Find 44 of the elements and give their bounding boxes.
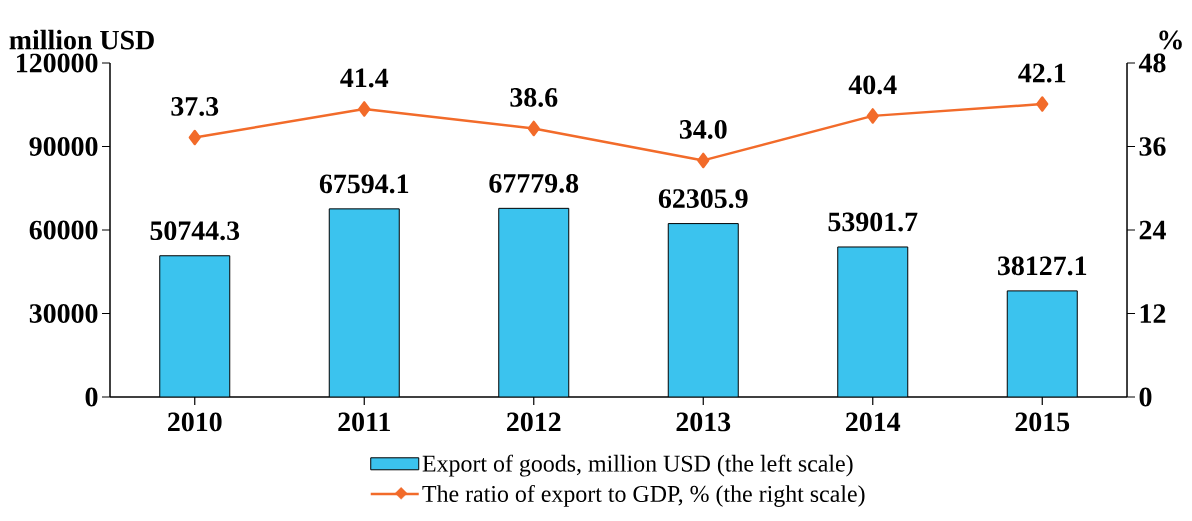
y-tick-label: 30000 xyxy=(29,304,98,323)
point xyxy=(697,152,710,169)
y2-axis-title: % xyxy=(1159,30,1182,50)
y-tick-label: 120000 xyxy=(17,53,98,73)
data-label: 38.6 xyxy=(510,87,558,107)
data-label: 41.4 xyxy=(340,68,389,88)
y-axis-title: million USD xyxy=(9,29,154,50)
point xyxy=(358,101,371,117)
legend-label: Export of goods, million USD (the left scale) xyxy=(422,454,853,477)
bar xyxy=(1006,290,1078,397)
data-label: 34.0 xyxy=(679,119,727,139)
y2-tick-label: 0 xyxy=(1139,387,1152,407)
x-tick-label: 2013 xyxy=(676,412,731,432)
x-tick-label: 2014 xyxy=(846,412,901,432)
data-label: 53901.7 xyxy=(828,212,918,232)
data-label: 67594.1 xyxy=(319,174,409,194)
data-label: 40.4 xyxy=(848,75,897,95)
x-tick-label: 2012 xyxy=(507,412,561,432)
data-label: 37.3 xyxy=(171,97,219,116)
point xyxy=(188,129,201,146)
bar xyxy=(328,208,400,397)
bar xyxy=(837,246,909,397)
y-tick-label: 0 xyxy=(85,387,98,407)
point xyxy=(527,120,540,137)
y2-tick-label: 36 xyxy=(1139,137,1166,156)
y-tick-label: 90000 xyxy=(29,137,98,156)
data-label: 42.1 xyxy=(1018,63,1066,83)
bar xyxy=(498,207,570,397)
x-tick-label: 2015 xyxy=(1015,412,1070,432)
data-label: 38127.1 xyxy=(997,256,1087,276)
data-label: 50744.3 xyxy=(150,221,240,241)
bar xyxy=(159,255,231,397)
y2-tick-label: 24 xyxy=(1139,220,1166,240)
legend-label: The ratio of export to GDP, % (the right scale) xyxy=(422,484,865,507)
data-label: 62305.9 xyxy=(658,189,748,209)
data-label: 67779.8 xyxy=(489,173,579,193)
bar xyxy=(667,223,739,397)
point xyxy=(1036,96,1049,112)
y-tick-label: 60000 xyxy=(29,220,98,240)
x-tick-label: 2011 xyxy=(338,412,390,432)
x-tick-label: 2010 xyxy=(168,412,222,432)
y2-tick-label: 12 xyxy=(1140,304,1166,323)
point xyxy=(866,108,879,124)
y2-tick-label: 48 xyxy=(1138,53,1166,73)
